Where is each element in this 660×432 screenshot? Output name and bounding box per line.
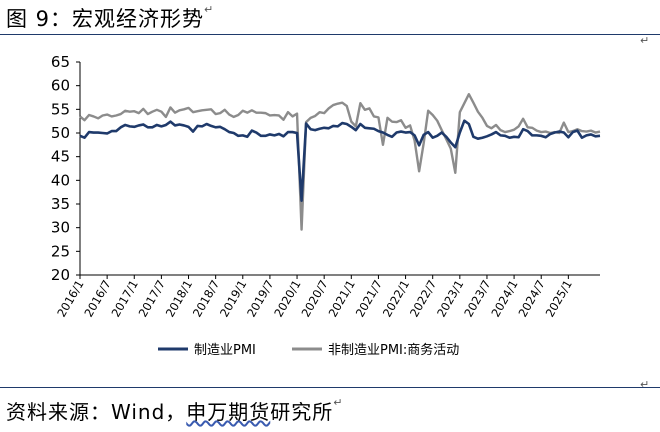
y-tick-label: 45 xyxy=(51,148,70,166)
chart-title-label: 图 9：宏观经济形势 xyxy=(6,7,205,31)
y-tick-label: 60 xyxy=(51,77,70,95)
return-mark-right-bottom: ↵ xyxy=(640,378,650,391)
x-tick-labels: 2016/12016/72017/12017/72018/12018/72019… xyxy=(54,275,575,320)
series-manufacturing-line xyxy=(79,119,601,202)
y-tick-label: 50 xyxy=(51,124,70,142)
legend-label-manufacturing: 制造业PMI xyxy=(194,343,256,358)
chart-legend: 制造业PMI 非制造业PMI:商务活动 xyxy=(158,342,459,358)
chart-series xyxy=(79,92,601,231)
y-tick-label: 40 xyxy=(51,171,70,189)
source-underlined: 申万期货 xyxy=(186,400,271,424)
x-tick-label: 2025/1 xyxy=(543,278,575,320)
bottom-rule xyxy=(0,387,660,388)
y-tick-label: 55 xyxy=(51,100,70,118)
y-tick-label: 30 xyxy=(51,219,70,237)
y-tick-label: 25 xyxy=(51,242,70,260)
return-mark-source: ↵ xyxy=(333,396,344,409)
top-rule xyxy=(0,34,660,35)
legend-label-nonmanufacturing: 非制造业PMI:商务活动 xyxy=(328,342,459,358)
chart-axes: 20 25 30 35 40 45 50 55 60 65 xyxy=(51,53,600,284)
chart-area: 20 25 30 35 40 45 50 55 60 65 2016/12016/72017/12… xyxy=(51,53,601,358)
chart-title: 图 9：宏观经济形势 ↵ xyxy=(6,3,213,33)
y-tick-label: 20 xyxy=(51,266,70,284)
series-nonmanufacturing-line xyxy=(79,92,601,231)
source-note: 资料来源：Wind，申万期货研究所 ↵ xyxy=(6,396,342,425)
source-suffix: 研究所 xyxy=(270,400,334,424)
return-mark: ↵ xyxy=(204,3,215,16)
return-mark-right-top: ↵ xyxy=(640,34,650,47)
y-tick-label: 65 xyxy=(51,53,70,71)
y-tick-label: 35 xyxy=(51,195,70,213)
source-prefix: 资料来源：Wind， xyxy=(6,400,187,424)
